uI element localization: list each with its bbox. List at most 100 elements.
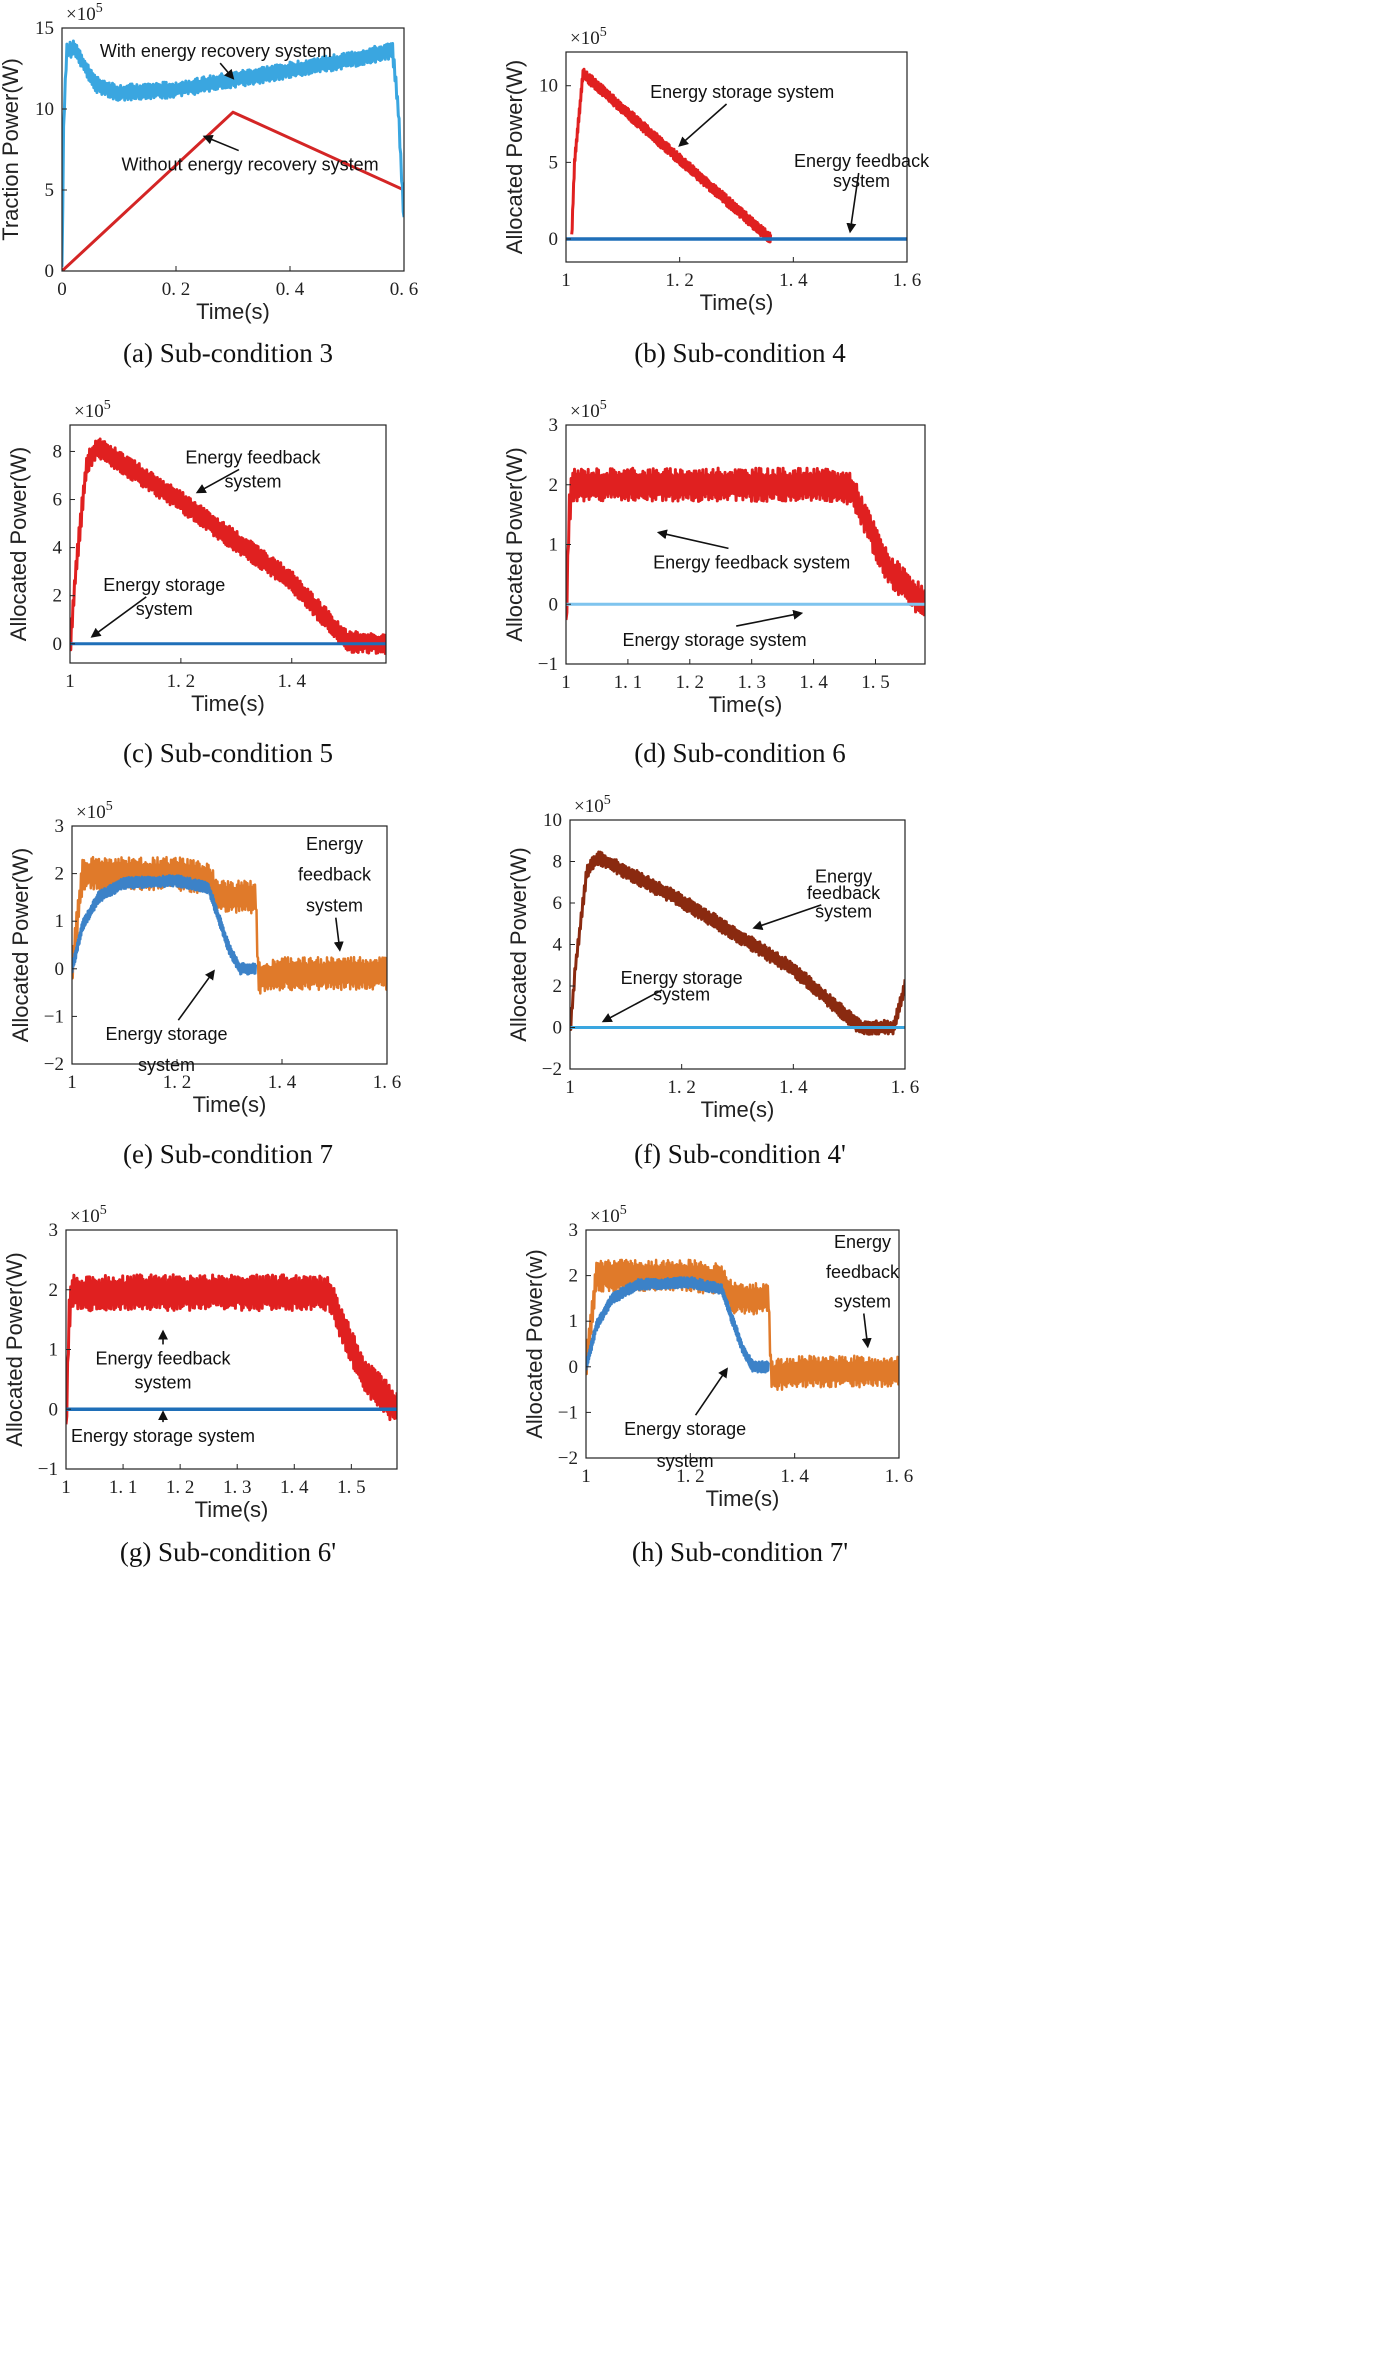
x-tick-label: 1. 2 [676, 1466, 705, 1487]
y-tick-label: 1 [49, 1340, 59, 1361]
x-tick-label: 1. 3 [737, 672, 766, 693]
x-axis-label: Time(s) [700, 290, 774, 315]
x-tick-label: 1. 6 [891, 1077, 920, 1098]
annotation-text: Energy feedback [794, 151, 930, 171]
chart-panel-h: 1 1. 2 1. 4 1. 6 −2 −1 0 1 2 3 ×105 Time(s) Allocate… [522, 1203, 913, 1567]
annotation-text: Energy storage system [71, 1426, 255, 1446]
x-tick-label: 1. 4 [268, 1072, 297, 1093]
x-tick-label: 1. 4 [779, 1077, 808, 1098]
x-tick-label: 1 [565, 1077, 575, 1098]
x-tick-label: 1. 6 [373, 1072, 402, 1093]
panel-caption: (d) Sub-condition 6 [634, 738, 845, 768]
annotation-text: With energy recovery system [100, 41, 332, 61]
annotation-arrow [752, 904, 822, 931]
series-line-f-0 [570, 850, 905, 1036]
plot-frame [569, 819, 906, 1070]
x-tick-label: 1. 2 [167, 671, 196, 692]
y-axis-label: Traction Power(W) [0, 58, 23, 241]
x-tick-label: 1 [61, 1477, 71, 1498]
panel-caption: (c) Sub-condition 5 [123, 738, 333, 768]
annotation-arrow [333, 917, 344, 952]
y-tick-label: 10 [543, 810, 562, 831]
x-axis-label: Time(s) [195, 1497, 269, 1522]
annotation-text: system [138, 1055, 195, 1075]
series-line-d-0 [566, 466, 925, 621]
chart-panel-b: 1 1. 2 1. 4 1. 6 0 5 10 ×105 Time(s) Allocated Po… [502, 25, 930, 368]
x-tick-label: 1. 4 [799, 672, 828, 693]
y-tick-label: 15 [35, 18, 54, 39]
axis-exponent: ×105 [574, 793, 611, 817]
y-tick-label: 2 [553, 976, 563, 997]
y-tick-label: 2 [55, 864, 65, 885]
y-tick-label: −2 [44, 1054, 64, 1075]
x-tick-label: 1. 2 [667, 1077, 696, 1098]
y-tick-label: 10 [539, 76, 558, 97]
annotation-arrow [861, 1313, 872, 1349]
annotation-text: feedback [826, 1262, 900, 1282]
y-tick-label: 2 [569, 1266, 579, 1287]
annotation-arrow [195, 468, 240, 494]
series-line-g-0 [66, 1273, 397, 1425]
axis-exponent: ×105 [590, 1203, 627, 1227]
y-tick-label: 10 [35, 99, 54, 120]
annotation-text: Energy storage [624, 1419, 746, 1439]
y-axis-label: Allocated Power(W) [502, 447, 527, 641]
y-axis-label: Allocated Power(w) [522, 1249, 547, 1439]
plot-frame [585, 1229, 900, 1459]
x-tick-label: 1. 6 [885, 1466, 914, 1487]
x-tick-label: 1. 2 [166, 1477, 195, 1498]
annotation-text: Energy [815, 866, 872, 886]
series-line-c-0 [70, 437, 386, 655]
y-tick-label: 1 [549, 535, 559, 556]
y-tick-label: 1 [55, 911, 65, 932]
annotation-text: Energy feedback [95, 1348, 231, 1368]
annotation-arrow [656, 529, 729, 550]
annotation-text: system [135, 1372, 192, 1392]
y-tick-label: 3 [569, 1220, 579, 1241]
chart-panel-g: 1 1. 1 1. 2 1. 3 1. 4 1. 5 −1 0 1 2 3 ×105 Time(s) Al… [2, 1203, 398, 1567]
annotation-text: Energy storage [103, 575, 225, 595]
y-axis-label: Allocated Power(W) [2, 1252, 27, 1446]
chart-panel-a: 0 0. 2 0. 4 0. 6 0 5 10 15 ×105 Time(s) Traction P… [0, 1, 418, 368]
annotation-arrow [177, 969, 215, 1021]
x-tick-label: 1. 4 [280, 1477, 309, 1498]
x-tick-label: 0. 4 [276, 279, 305, 300]
x-tick-label: 1. 2 [665, 270, 694, 291]
panel-caption: (b) Sub-condition 4 [634, 338, 846, 368]
x-tick-label: 1. 1 [614, 672, 643, 693]
axis-exponent: ×105 [74, 398, 111, 422]
y-axis-label: Allocated Power(W) [6, 447, 31, 641]
y-tick-label: −2 [542, 1059, 562, 1080]
y-axis-label: Allocated Power(W) [506, 847, 531, 1041]
axis-exponent: ×105 [570, 25, 607, 49]
y-tick-label: 2 [549, 475, 559, 496]
annotation-arrow [202, 134, 240, 152]
x-tick-label: 1. 4 [779, 270, 808, 291]
x-tick-label: 0. 6 [390, 279, 419, 300]
series-line-e-0 [72, 855, 387, 995]
x-tick-label: 1. 5 [861, 672, 890, 693]
annotation-text: Energy storage system [623, 630, 807, 650]
y-tick-label: 0 [569, 1357, 579, 1378]
plot-frame [71, 825, 388, 1065]
series-line-h-0 [586, 1258, 899, 1391]
annotation-text: system [815, 902, 872, 922]
x-tick-label: 1. 3 [223, 1477, 252, 1498]
axis-exponent: ×105 [76, 799, 113, 823]
annotation-arrow [601, 989, 663, 1023]
y-tick-label: 1 [569, 1311, 579, 1332]
y-tick-label: 5 [45, 180, 55, 201]
x-tick-label: 1. 5 [337, 1477, 366, 1498]
annotation-text: system [306, 896, 363, 916]
x-tick-label: 1 [561, 672, 571, 693]
x-tick-label: 1. 4 [278, 671, 307, 692]
y-tick-label: 2 [53, 586, 63, 607]
x-tick-label: 0 [57, 279, 67, 300]
x-tick-label: 1. 2 [676, 672, 705, 693]
annotation-text: Energy [834, 1232, 891, 1252]
series-line-h-1 [586, 1276, 770, 1374]
annotation-text: Without energy recovery system [122, 155, 379, 175]
y-tick-label: 6 [553, 893, 563, 914]
x-tick-label: 1 [561, 270, 571, 291]
